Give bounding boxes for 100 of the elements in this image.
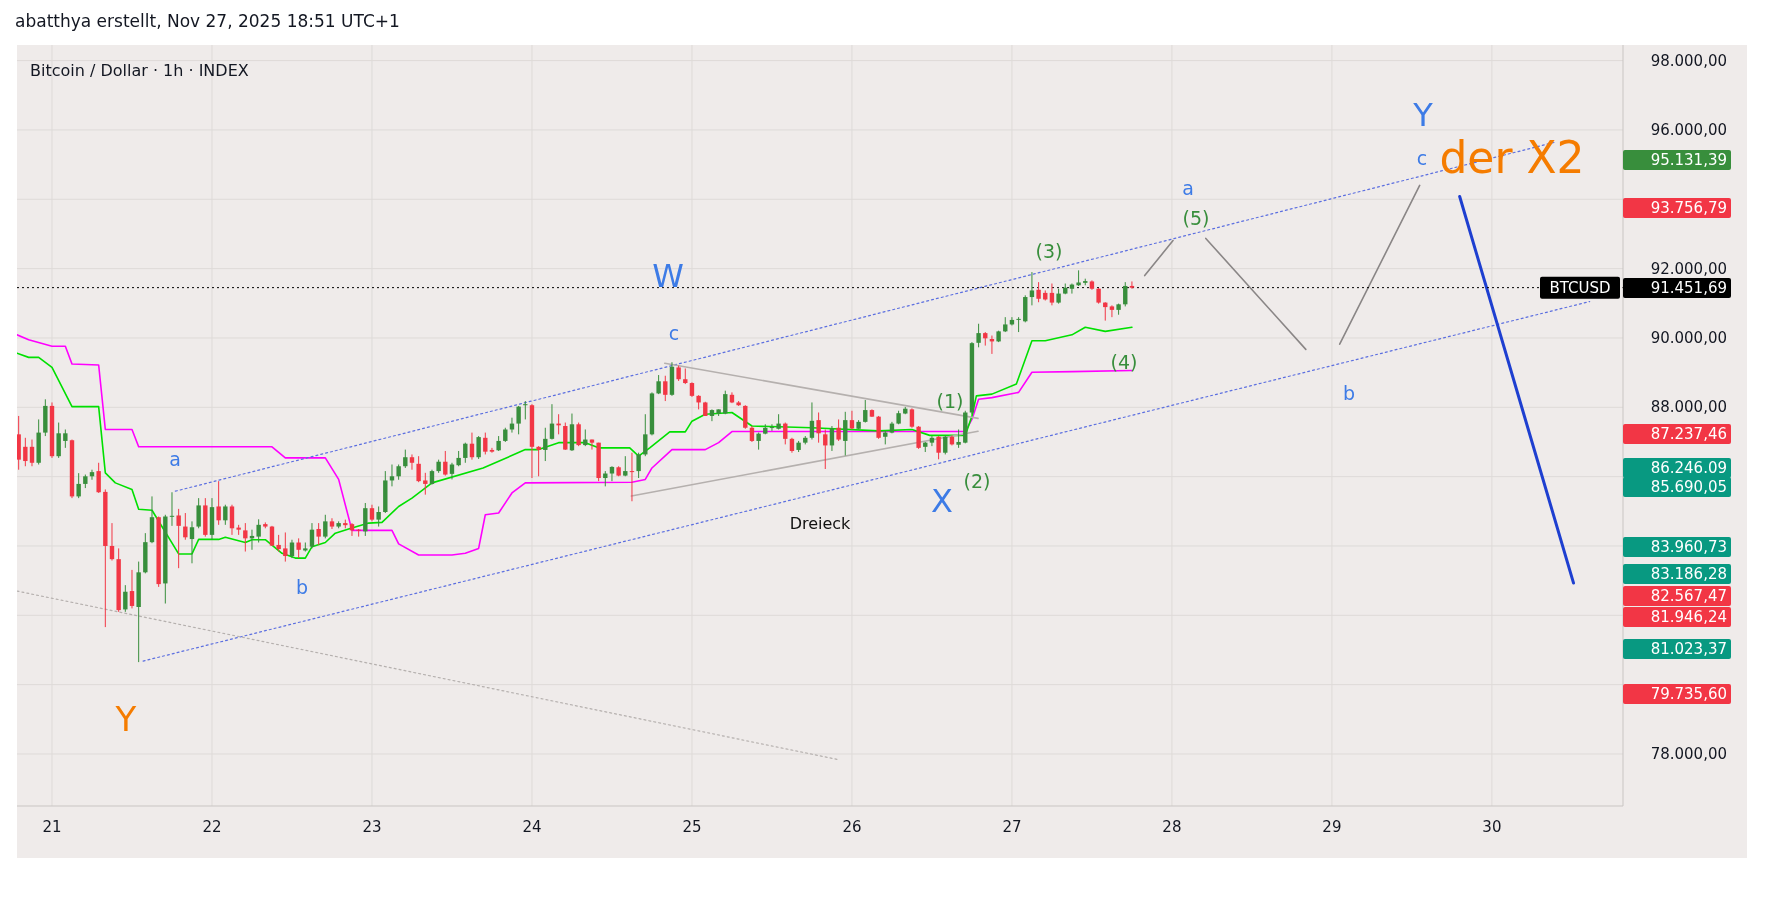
candlestick [536,445,541,477]
candlestick [416,455,421,483]
candlestick [316,522,321,546]
annotation: c [1416,146,1428,169]
candlestick [1016,316,1021,333]
annotation: b [1342,381,1356,404]
candlestick [576,422,581,447]
candlestick [636,452,641,479]
candlestick [309,522,315,549]
candlestick [829,425,835,452]
x-tick-label: 21 [42,818,62,836]
annotation: der X2 [1439,132,1585,183]
candlestick [743,404,748,430]
candlestick [769,423,775,432]
candlestick [423,472,428,496]
candlestick [129,569,135,609]
text: 95.131,39 [1650,151,1727,169]
candlestick [516,405,521,435]
candlestick [443,450,448,477]
annotation: b [295,575,309,598]
candlestick [956,428,961,449]
x-tick-label: 28 [1162,818,1182,836]
candlestick [549,403,555,441]
candlestick [816,412,821,444]
candlestick [489,447,495,454]
text: 87.237,46 [1650,425,1727,443]
candlestick [56,422,61,459]
text: 93.756,79 [1650,199,1727,217]
text: 81.946,24 [1650,608,1727,626]
text: 86.246.09 [1650,459,1727,477]
candlestick [329,517,335,530]
annotation: (2) [963,469,991,492]
candlestick [1109,304,1115,318]
candlestick [929,435,935,447]
candlestick [376,505,381,528]
candlestick [609,465,615,482]
y-tick-label: 88.000,00 [1650,398,1727,417]
candlestick [283,531,288,563]
annotation: (4) [1110,350,1138,373]
candlestick [1049,283,1055,306]
text: 81.023,37 [1650,640,1727,658]
annotation: c [668,321,680,344]
candlestick [109,522,115,562]
candlestick [63,428,68,449]
y-tick-label: 92.000,00 [1650,259,1727,278]
candlestick [863,399,868,424]
candlestick [1036,281,1041,303]
annotation: (3) [1035,239,1063,262]
candlestick [169,491,175,527]
candlestick [543,427,548,462]
candlestick [943,434,948,455]
candlestick [23,437,28,467]
candlestick [783,422,788,445]
candlestick [1029,271,1035,306]
candlestick [216,480,221,526]
candlestick [936,435,941,460]
candlestick [29,439,35,467]
candlestick [909,407,915,429]
x-tick-label: 26 [842,818,862,836]
candlestick [483,432,488,455]
ref-line-label: BTCUSD [1549,278,1611,297]
candlestick [323,514,328,539]
candlestick [476,435,481,460]
candlestick [563,422,568,451]
candlestick [269,525,275,547]
candlestick [836,418,841,442]
candlestick [709,408,715,422]
candlestick [296,537,301,559]
y-tick-label: 96.000,00 [1650,120,1727,139]
candlestick [876,415,881,440]
candlestick [243,522,248,553]
annotation: a [1182,176,1194,199]
y-tick-label: 78.000,00 [1650,745,1727,763]
text: 79.735,60 [1650,685,1727,703]
annotation: Y [114,698,137,739]
annotation: W [652,257,684,295]
text: 82.567,47 [1650,587,1727,605]
candlestick [823,428,828,470]
text: 83.960,73 [1650,538,1727,556]
candlestick [123,584,128,613]
candlestick [363,502,368,537]
candlestick [809,401,815,441]
annotation: Y [1412,96,1434,134]
candlestick [656,374,661,395]
candlestick [183,512,188,541]
y-tick-label: 90.000,00 [1650,328,1727,347]
candlestick [916,425,921,450]
annotation: (5) [1182,206,1210,229]
x-tick-label: 29 [1322,818,1342,836]
candlestick [1129,280,1135,290]
x-tick-label: 25 [682,818,702,836]
candlestick [196,497,201,529]
candlestick [223,504,228,526]
candlestick [629,452,635,502]
text: Bitcoin / Dollar · 1h · INDEX [30,61,249,80]
candlestick [189,520,195,564]
text: 85.690,05 [1650,478,1727,496]
annotation: (1) [936,389,964,412]
text: 83.186,28 [1650,565,1727,583]
candlestick [643,413,648,457]
